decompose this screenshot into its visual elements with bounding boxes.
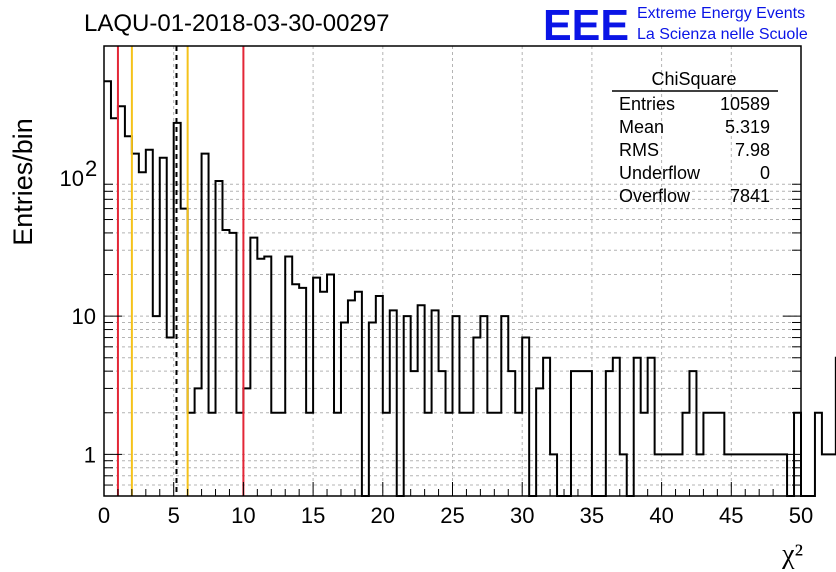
stats-value-entries: 10589 (720, 94, 770, 114)
chart-title: LAQU-01-2018-03-30-00297 (84, 10, 390, 37)
x-tick-label: 35 (580, 503, 604, 528)
y-axis-label: Entries/bin (8, 118, 38, 246)
stats-title: ChiSquare (651, 69, 736, 89)
x-axis-label: χ² (781, 539, 803, 570)
histogram-step-line (104, 80, 836, 497)
stats-label-underflow: Underflow (619, 163, 701, 183)
x-tick-label: 40 (649, 503, 673, 528)
eee-logo-text: EEE (543, 1, 629, 50)
stats-label-rms: RMS (619, 140, 659, 160)
x-tick-label: 10 (231, 503, 255, 528)
stats-value-mean: 5.319 (725, 117, 770, 137)
y-tick-label: 10 (60, 166, 84, 191)
y-tick-label: 10 (72, 304, 96, 329)
x-tick-label: 50 (789, 503, 813, 528)
stats-box: ChiSquare Entries 10589 Mean 5.319 RMS 7… (612, 69, 778, 206)
brand-line-2: La Scienza nelle Scuole (637, 26, 808, 43)
stats-label-overflow: Overflow (619, 186, 691, 206)
x-tick-label: 15 (301, 503, 325, 528)
histogram-layer (104, 80, 836, 497)
x-tick-label: 25 (440, 503, 464, 528)
x-tick-label: 0 (98, 503, 110, 528)
brand-line-1: Extreme Energy Events (637, 5, 805, 22)
x-tick-label: 45 (719, 503, 743, 528)
y-tick-label: 1 (84, 442, 96, 467)
x-tick-label: 5 (168, 503, 180, 528)
x-tick-label: 30 (510, 503, 534, 528)
stats-label-mean: Mean (619, 117, 664, 137)
stats-value-underflow: 0 (760, 163, 770, 183)
eee-logo: EEE Extreme Energy Events La Scienza nel… (543, 1, 808, 50)
stats-value-overflow: 7841 (730, 186, 770, 206)
x-tick-label: 20 (371, 503, 395, 528)
stats-value-rms: 7.98 (735, 140, 770, 160)
y-tick-exponent: 2 (85, 156, 97, 181)
stats-label-entries: Entries (619, 94, 675, 114)
reference-lines (116, 46, 245, 496)
